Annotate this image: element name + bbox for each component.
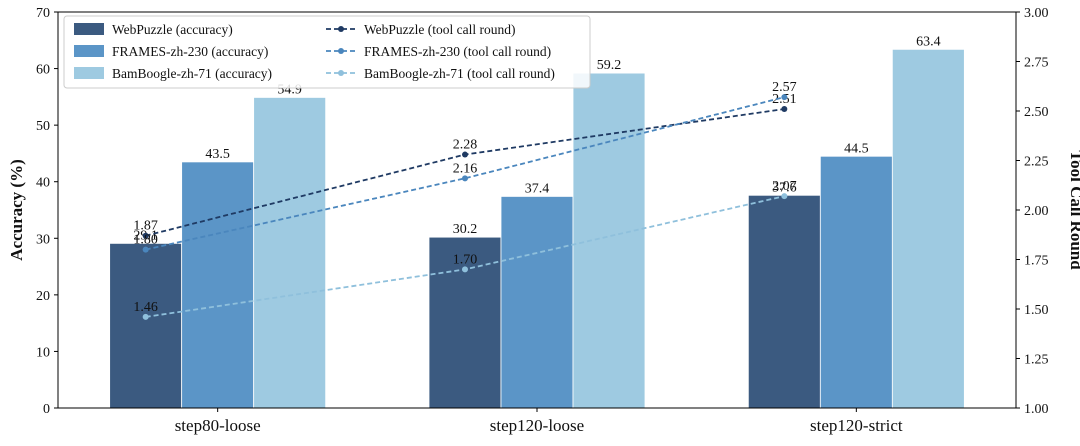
y2-axis-title: Tool Call Round <box>1067 150 1080 270</box>
y2-tick-label: 2.25 <box>1024 155 1049 170</box>
line-point <box>462 266 468 273</box>
legend-label: WebPuzzle (tool call round) <box>364 22 516 37</box>
legend-line-marker <box>338 70 344 76</box>
line-point <box>781 94 788 101</box>
line-series-2 <box>145 96 785 251</box>
y2-tick-label: 3.00 <box>1024 6 1049 21</box>
lines-layer: 1.872.282.511.802.162.571.461.702.07 <box>133 80 797 320</box>
legend-swatch <box>74 23 104 35</box>
line-value-label: 1.70 <box>453 252 478 267</box>
x-tick-label: step80-loose <box>175 416 261 435</box>
x-tick-label: step120-loose <box>490 416 584 435</box>
legend-label: BamBoogle-zh-71 (accuracy) <box>112 66 272 81</box>
line-value-label: 2.57 <box>772 80 797 95</box>
bar-value-label: 37.4 <box>525 181 550 196</box>
bar-value-label: 37.6 <box>772 180 797 195</box>
line-point <box>142 246 149 253</box>
y2-tick-label: 2.00 <box>1024 204 1049 219</box>
bar-value-label: 43.5 <box>205 147 230 162</box>
bar-2-step80-loose <box>181 161 255 409</box>
legend: WebPuzzle (accuracy) FRAMES-zh-230 (accur… <box>63 15 591 89</box>
y-tick-label: 70 <box>36 6 50 21</box>
line-point <box>142 313 149 320</box>
y-axis-title: Accuracy (%) <box>7 159 26 261</box>
line-point <box>781 193 788 200</box>
bar-3-step120-loose <box>572 72 646 409</box>
line-point <box>142 232 149 239</box>
legend-line-marker <box>338 48 344 54</box>
legend-box <box>63 15 591 89</box>
bar-3-step120-strict <box>891 48 965 409</box>
legend-label: WebPuzzle (accuracy) <box>112 22 233 37</box>
line-point <box>462 175 468 182</box>
y-tick-label: 60 <box>36 63 50 78</box>
x-tick-label: step120-strict <box>810 416 903 435</box>
y-tick-label: 20 <box>36 289 50 304</box>
y2-tick-label: 1.00 <box>1024 402 1049 417</box>
bar-3-step80-loose <box>253 97 327 409</box>
line-value-label: 1.87 <box>133 219 158 234</box>
bar-2-step120-loose <box>500 196 574 409</box>
bar-2-step120-strict <box>819 155 893 409</box>
bars-layer: 29.130.237.643.537.444.554.959.263.4 <box>109 34 965 409</box>
line-value-label: 2.07 <box>772 179 797 194</box>
legend-swatch <box>74 45 104 57</box>
y2-tick-label: 1.50 <box>1024 303 1049 318</box>
bar-1-step120-strict <box>747 194 821 409</box>
y2-tick-label: 2.75 <box>1024 56 1049 71</box>
y2-tick-label: 2.50 <box>1024 105 1049 120</box>
legend-label: FRAMES-zh-230 (accuracy) <box>112 44 268 59</box>
line-point <box>781 106 788 113</box>
bar-value-label: 44.5 <box>844 141 869 156</box>
legend-swatch <box>74 67 104 79</box>
y-tick-label: 10 <box>36 345 50 360</box>
line-value-label: 2.28 <box>453 138 478 153</box>
line-value-label: 1.80 <box>133 233 158 248</box>
axes-layer: 0 10 20 30 40 50 60 70 1.00 1.25 1.50 1.75 2.00 2.25 2… <box>7 6 1080 435</box>
bar-value-label: 59.2 <box>597 58 622 73</box>
line-point <box>462 151 468 158</box>
y2-tick-label: 1.25 <box>1024 353 1049 368</box>
line-value-label: 2.16 <box>453 161 478 176</box>
y2-tick-label: 1.75 <box>1024 254 1049 269</box>
bar-value-label: 63.4 <box>916 34 941 49</box>
y-tick-label: 40 <box>36 176 50 191</box>
y-tick-label: 50 <box>36 119 50 134</box>
line-value-label: 1.46 <box>133 300 158 315</box>
y-tick-label: 30 <box>36 232 50 247</box>
y-tick-label: 0 <box>43 402 50 417</box>
legend-label: BamBoogle-zh-71 (tool call round) <box>364 66 555 81</box>
bar-1-step80-loose <box>109 242 183 409</box>
legend-label: FRAMES-zh-230 (tool call round) <box>364 44 551 59</box>
legend-line-marker <box>338 26 344 32</box>
bar-value-label: 30.2 <box>453 222 478 237</box>
